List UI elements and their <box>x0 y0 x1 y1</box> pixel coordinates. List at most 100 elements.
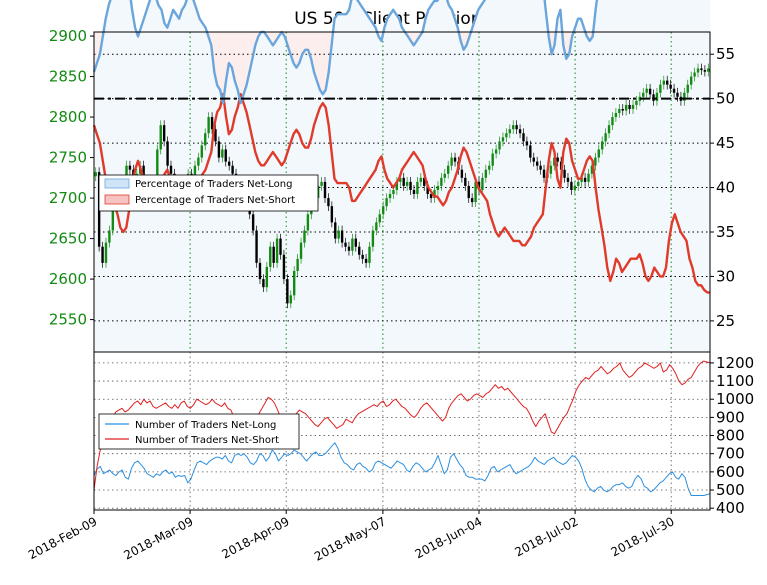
candle-body <box>659 84 662 93</box>
x-tick-label: 2018-Apr-09 <box>220 514 292 561</box>
candle-body <box>272 246 275 263</box>
right-tick-label: 40 <box>716 179 735 197</box>
candle-body <box>707 68 710 72</box>
legend-swatch-net-short <box>104 194 130 205</box>
x-tick-label: 2018-Mar-09 <box>122 514 196 562</box>
right-tick-label: 55 <box>716 45 735 63</box>
candle-body <box>587 173 590 182</box>
right-tick-label: 35 <box>716 223 735 241</box>
candle-body <box>395 181 399 190</box>
bottom-right-tick-label: 800 <box>716 427 745 445</box>
candle-body <box>525 141 529 146</box>
candle-body <box>330 206 334 223</box>
candle-body <box>286 279 289 304</box>
series-number-of-traders-net-short <box>93 360 711 491</box>
right-tick-label: 25 <box>716 312 735 330</box>
candle-body <box>703 70 707 72</box>
candle-body <box>474 181 477 203</box>
candle-body <box>542 169 546 178</box>
candle-body <box>577 181 580 186</box>
candle-body <box>231 165 234 174</box>
candle-body <box>251 214 255 231</box>
candle-body <box>505 133 508 138</box>
legend-label-traders-long: Number of Traders Net-Long <box>135 420 276 431</box>
candle-body <box>553 157 556 166</box>
candle-body <box>262 279 265 288</box>
legend-label-traders-short: Number of Traders Net-Short <box>135 435 279 446</box>
candle-body <box>385 198 388 207</box>
candle-body <box>686 84 689 93</box>
candle-body <box>645 88 648 93</box>
candle-body <box>265 266 269 288</box>
left-tick-label: 2600 <box>49 270 87 288</box>
candle-body <box>443 173 446 178</box>
candle-body <box>128 165 132 170</box>
candle-body <box>573 185 577 190</box>
candle-body <box>269 246 272 267</box>
left-tick-label: 2900 <box>49 27 87 45</box>
x-tick-label: 2018-Jul-02 <box>512 514 580 559</box>
candle-body <box>162 125 166 142</box>
candle-body <box>601 141 604 150</box>
left-tick-label: 2550 <box>49 311 87 329</box>
candle-body <box>700 68 703 71</box>
candle-body <box>689 76 693 85</box>
candle-body <box>669 84 672 89</box>
bottom-right-tick-label: 1200 <box>716 354 754 372</box>
legend-label-net-short: Percentage of Traders Net-Short <box>135 195 295 206</box>
candle-body <box>508 129 511 134</box>
candle-body <box>655 92 659 101</box>
candle-body <box>197 157 200 166</box>
bottom-right-tick-label: 1000 <box>716 390 754 408</box>
candle-body <box>361 254 364 259</box>
candle-body <box>666 80 669 85</box>
candle-body <box>166 141 169 166</box>
candle-body <box>101 246 104 263</box>
candle-body <box>388 194 392 199</box>
bottom-legend: Number of Traders Net-Long Number of Tra… <box>98 413 300 450</box>
candle-body <box>614 113 618 118</box>
candle-body <box>409 181 412 190</box>
right-tick-label: 45 <box>716 134 735 152</box>
candle-body <box>142 165 145 182</box>
candle-body <box>696 68 700 73</box>
legend-label-net-long: Percentage of Traders Net-Long <box>135 179 293 190</box>
candle-body <box>638 96 642 101</box>
left-tick-label: 2650 <box>49 230 87 248</box>
candle-body <box>535 161 539 166</box>
candle-body <box>358 246 361 255</box>
candle-body <box>111 206 115 231</box>
candle-body <box>299 242 303 259</box>
candle-body <box>453 157 457 162</box>
bottom-right-tick-label: 500 <box>716 481 745 499</box>
candle-body <box>354 238 357 247</box>
net-long-band <box>94 0 710 352</box>
candle-body <box>590 165 594 174</box>
candle-body <box>303 230 306 243</box>
candle-body <box>693 72 696 77</box>
candle-body <box>426 185 429 195</box>
candle-body <box>423 177 426 186</box>
candle-body <box>464 177 467 186</box>
bottom-right-tick-label: 400 <box>716 499 745 517</box>
candle-body <box>327 198 330 207</box>
candle-body <box>515 125 518 130</box>
bottom-panel-frame <box>93 351 711 511</box>
candle-body <box>470 198 474 203</box>
candle-body <box>604 133 607 142</box>
candle-body <box>522 133 525 142</box>
candle-body <box>460 169 464 178</box>
candle-body <box>419 177 423 182</box>
candle-body <box>518 129 522 134</box>
candle-body <box>94 172 97 177</box>
x-tick-label: 2018-Jun-04 <box>413 514 485 561</box>
candle-body <box>484 169 488 178</box>
candle-body <box>221 149 224 158</box>
candle-body <box>512 125 515 130</box>
candle-body <box>556 157 559 162</box>
candle-body <box>381 206 385 215</box>
candle-body <box>224 149 227 162</box>
candle-body <box>498 141 501 150</box>
candle-body <box>351 238 354 251</box>
candle-body <box>580 177 583 182</box>
